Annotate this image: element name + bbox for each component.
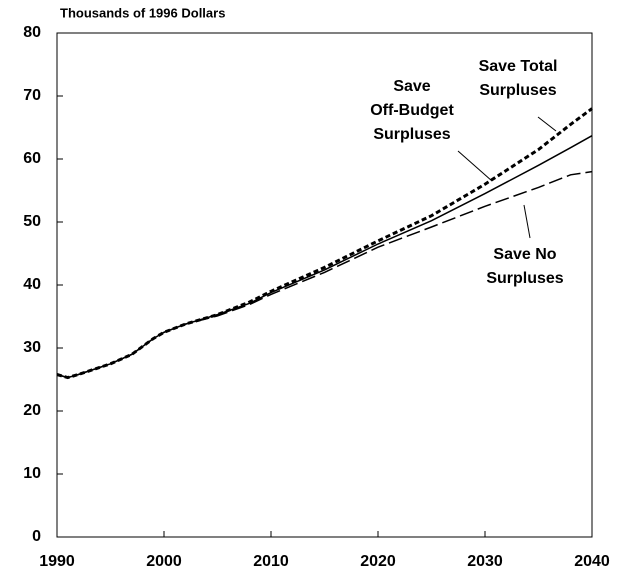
leader-line [537, 116, 557, 132]
y-tick-label: 10 [23, 465, 41, 482]
series-line [56, 107, 593, 380]
y-tick-label: 40 [23, 276, 41, 293]
x-tick-label: 2010 [253, 553, 289, 570]
chart-title: Thousands of 1996 Dollars [60, 5, 225, 20]
annotation: Surpluses [373, 126, 450, 143]
annotation: Save No [493, 246, 556, 263]
annotation: Save [393, 78, 430, 95]
leader-line [523, 204, 531, 239]
x-tick-label: 2030 [467, 553, 503, 570]
y-tick-label: 50 [23, 213, 41, 230]
y-tick-label: 70 [23, 87, 41, 104]
x-tick-label: 2040 [574, 553, 610, 570]
y-tick-label: 30 [23, 339, 41, 356]
leader-line [457, 150, 493, 182]
x-tick-label: 2020 [360, 553, 396, 570]
x-tick-label: 1990 [39, 553, 75, 570]
x-tick-label: 2000 [146, 553, 182, 570]
series-line [56, 170, 593, 379]
annotation: Surpluses [486, 270, 563, 287]
y-tick-label: 20 [23, 402, 41, 419]
annotation: Surpluses [479, 82, 556, 99]
annotation: Off-Budget [370, 102, 454, 119]
y-tick-label: 0 [32, 528, 41, 545]
y-tick-label: 80 [23, 24, 41, 41]
y-tick-label: 60 [23, 150, 41, 167]
annotation: Save Total [479, 58, 558, 75]
